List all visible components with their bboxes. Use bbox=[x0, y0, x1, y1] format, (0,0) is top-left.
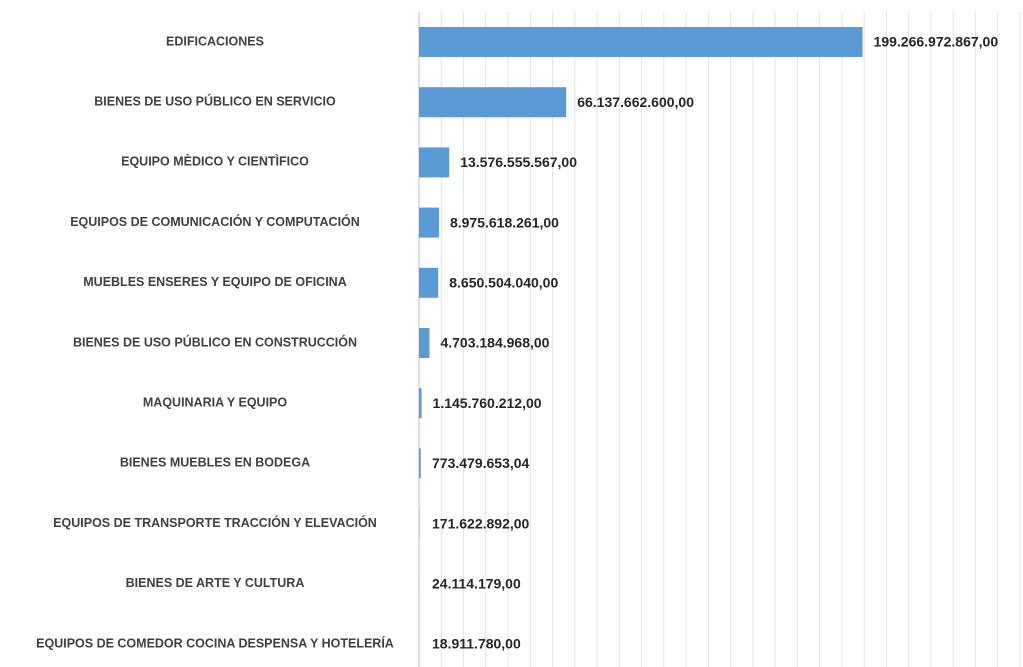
value-label: 199.266.972.867,00 bbox=[874, 34, 999, 50]
value-label: 171.622.892,00 bbox=[432, 515, 530, 531]
category-label: MAQUINARIA Y EQUIPO bbox=[143, 395, 288, 409]
value-label: 24.114.179,00 bbox=[432, 576, 521, 592]
value-label: 8.975.618.261,00 bbox=[450, 214, 559, 230]
bar bbox=[419, 267, 439, 298]
value-label: 4.703.184.968,00 bbox=[440, 335, 549, 351]
value-label: 13.576.555.567,00 bbox=[460, 154, 577, 170]
bar bbox=[419, 388, 422, 419]
category-label: BIENES DE USO PÚBLICO EN SERVICIO bbox=[94, 93, 336, 108]
bar bbox=[419, 207, 439, 238]
bar bbox=[419, 328, 430, 358]
category-label: EDIFICACIONES bbox=[166, 34, 264, 48]
value-label: 773.479.653,04 bbox=[432, 455, 530, 471]
bar bbox=[419, 448, 421, 479]
category-label: MUEBLES ENSERES Y EQUIPO DE OFICINA bbox=[83, 275, 346, 289]
value-label: 66.137.662.600,00 bbox=[577, 94, 694, 110]
bar bbox=[419, 27, 863, 57]
category-label: EQUIPOS DE TRANSPORTE TRACCIÓN Y ELEVACI… bbox=[53, 515, 377, 530]
category-label: EQUIPOS DE COMUNICACIÓN Y COMPUTACIÓN bbox=[70, 214, 360, 229]
category-label: BIENES MUEBLES EN BODEGA bbox=[120, 456, 310, 470]
category-label: EQUIPOS DE COMEDOR COCINA DESPENSA Y HOT… bbox=[36, 635, 394, 650]
category-label: BIENES DE USO PÚBLICO EN CONSTRUCCIÓN bbox=[73, 334, 357, 349]
value-label: 1.145.760.212,00 bbox=[433, 395, 542, 411]
value-label: 18.911.780,00 bbox=[432, 636, 521, 652]
category-label: EQUIPO MÈDICO Y CIENTÌFICO bbox=[121, 154, 309, 169]
category-label: BIENES DE ARTE Y CULTURA bbox=[126, 576, 305, 590]
bar bbox=[419, 87, 567, 118]
bar bbox=[419, 147, 450, 178]
value-label: 8.650.504.040,00 bbox=[449, 275, 558, 291]
